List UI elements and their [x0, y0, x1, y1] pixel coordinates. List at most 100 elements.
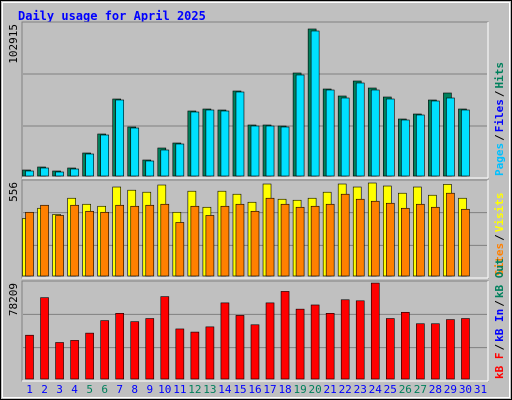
bar	[130, 321, 140, 380]
legend-entry: Visits	[493, 193, 506, 233]
x-tick-label: 16	[248, 383, 261, 396]
legend: Pages/Files/Hits	[493, 62, 506, 176]
bar	[175, 222, 185, 277]
bar	[310, 205, 320, 277]
bar	[401, 119, 410, 177]
bar	[446, 319, 455, 380]
bar	[85, 153, 94, 177]
bar	[25, 211, 34, 277]
bar	[40, 204, 49, 277]
x-tick-label: 5	[86, 383, 93, 396]
legend-entry: kB F	[493, 353, 506, 380]
x-tick-label: 28	[429, 383, 442, 396]
bar	[235, 203, 245, 277]
bar	[190, 331, 200, 380]
bar	[325, 203, 335, 277]
x-tick-label: 18	[278, 383, 291, 396]
bar	[130, 205, 140, 277]
bar	[446, 192, 455, 277]
bar	[431, 206, 440, 277]
legend-entry: kB Out	[493, 258, 506, 298]
bar	[250, 324, 260, 380]
bar	[340, 193, 350, 277]
bar	[355, 82, 365, 177]
x-tick-label: 19	[293, 383, 306, 396]
legend-entry: Pages	[493, 143, 506, 176]
bar	[115, 99, 125, 177]
bar	[340, 97, 350, 177]
bar	[55, 171, 64, 177]
bar	[446, 97, 455, 177]
bar	[355, 198, 365, 277]
bar	[295, 308, 305, 380]
bar	[55, 342, 64, 380]
bar	[385, 202, 395, 277]
bar	[55, 215, 64, 277]
bar	[295, 74, 305, 177]
bar	[401, 207, 410, 277]
bar	[40, 297, 49, 380]
x-tick-label: 21	[324, 383, 337, 396]
legend-entry: Sites	[493, 243, 506, 276]
legend-separator: /	[493, 234, 506, 241]
max-label: 102915	[7, 24, 20, 64]
bar	[85, 210, 94, 277]
bar	[160, 149, 170, 177]
x-tick-label: 11	[173, 383, 186, 396]
bar	[70, 340, 79, 380]
bar	[145, 204, 155, 277]
bar	[265, 302, 275, 380]
x-tick-label: 25	[384, 383, 397, 396]
bar	[461, 318, 470, 380]
bar	[85, 332, 94, 380]
bar	[385, 318, 395, 380]
x-tick-label: 14	[218, 383, 232, 396]
bar	[265, 125, 275, 177]
x-tick-label: 2	[41, 383, 48, 396]
x-tick-label: 1	[26, 383, 33, 396]
legend-separator: /	[493, 134, 506, 141]
chart-title: Daily usage for April 2025	[18, 9, 206, 23]
bar	[220, 302, 230, 380]
x-tick-label: 13	[203, 383, 216, 396]
bar	[220, 205, 230, 277]
x-tick-label: 29	[444, 383, 457, 396]
x-tick-label: 6	[101, 383, 108, 396]
x-tick-label: 23	[354, 383, 367, 396]
bar	[325, 89, 335, 177]
bar	[100, 134, 109, 177]
x-tick-label: 10	[158, 383, 171, 396]
bar	[416, 203, 425, 277]
bar	[70, 168, 79, 177]
legend-entry: Files	[493, 99, 506, 132]
x-tick-label: 27	[414, 383, 427, 396]
bar	[235, 315, 245, 380]
bar	[416, 114, 425, 177]
x-tick-label: 4	[71, 383, 78, 396]
x-tick-label: 20	[309, 383, 322, 396]
legend: Sites /Visits	[493, 193, 506, 277]
bar	[190, 111, 200, 177]
legend-separator: /	[493, 300, 506, 307]
legend-separator: /	[493, 344, 506, 351]
bar	[280, 291, 290, 380]
bar	[70, 204, 79, 277]
bar	[325, 313, 335, 380]
bar	[265, 197, 275, 277]
x-tick-label: 26	[399, 383, 412, 396]
bar	[310, 304, 320, 380]
x-tick-label: 30	[459, 383, 472, 396]
x-tick-label: 15	[233, 383, 246, 396]
legend-entry: Hits	[493, 62, 506, 89]
bar	[145, 318, 155, 380]
bar	[340, 299, 350, 380]
bar	[160, 296, 170, 380]
max-label: 556	[7, 182, 20, 202]
bar	[416, 323, 425, 380]
bar	[145, 160, 155, 177]
bar	[100, 211, 109, 277]
bar	[370, 200, 380, 277]
x-tick-label: 24	[369, 383, 383, 396]
x-tick-label: 8	[131, 383, 138, 396]
